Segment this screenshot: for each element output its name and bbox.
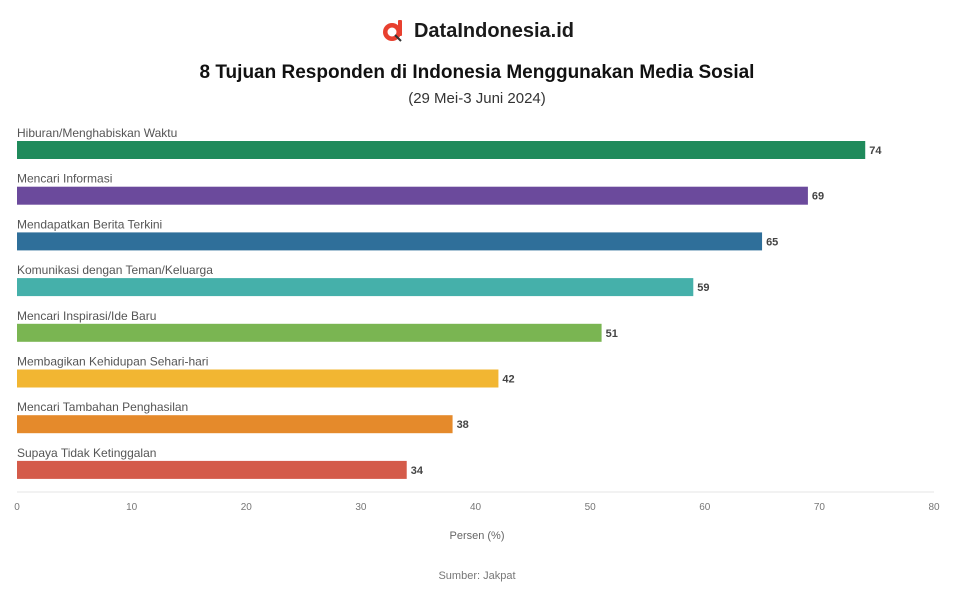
bar (17, 323, 602, 342)
category-label: Mencari Tambahan Penghasilan (17, 400, 188, 414)
chart-title: 8 Tujuan Responden di Indonesia Mengguna… (199, 62, 755, 83)
bar (17, 415, 453, 434)
value-label: 65 (766, 236, 778, 248)
x-tick-label: 40 (470, 502, 482, 513)
bar (17, 460, 407, 479)
bar (17, 141, 866, 159)
value-label: 34 (411, 465, 424, 477)
x-tick-label: 80 (928, 502, 940, 513)
x-tick-label: 0 (14, 502, 20, 513)
category-label: Komunikasi dengan Teman/Keluarga (17, 263, 213, 277)
bar (17, 186, 808, 205)
x-tick-label: 30 (355, 502, 367, 513)
dataindonesia-logo-icon (382, 20, 402, 42)
bar (17, 369, 499, 388)
value-label: 59 (697, 282, 709, 294)
x-tick-label: 20 (241, 502, 253, 513)
x-axis-title: Persen (%) (449, 530, 505, 542)
value-label: 38 (457, 419, 469, 431)
category-label: Supaya Tidak Ketinggalan (17, 446, 156, 460)
x-tick-label: 70 (814, 502, 826, 513)
value-label: 69 (812, 191, 824, 203)
source-note: Sumber: Jakpat (438, 570, 516, 582)
x-tick-label: 60 (699, 502, 711, 513)
bar (17, 278, 694, 297)
category-label: Mencari Inspirasi/Ide Baru (17, 309, 156, 323)
x-tick-label: 50 (585, 502, 597, 513)
x-tick-label: 10 (126, 502, 138, 513)
brand-header: DataIndonesia.id (0, 18, 954, 44)
bar (17, 232, 763, 251)
brand-name: DataIndonesia.id (413, 19, 575, 42)
category-label: Mendapatkan Berita Terkini (17, 217, 162, 231)
category-label: Membagikan Kehidupan Sehari-hari (17, 355, 208, 369)
category-label: Hiburan/Menghabiskan Waktu (17, 126, 177, 140)
value-label: 74 (869, 145, 882, 157)
category-label: Mencari Informasi (17, 172, 112, 186)
chart-subtitle: (29 Mei-3 Juni 2024) (408, 90, 546, 107)
value-label: 51 (606, 328, 618, 340)
value-label: 42 (502, 374, 514, 386)
